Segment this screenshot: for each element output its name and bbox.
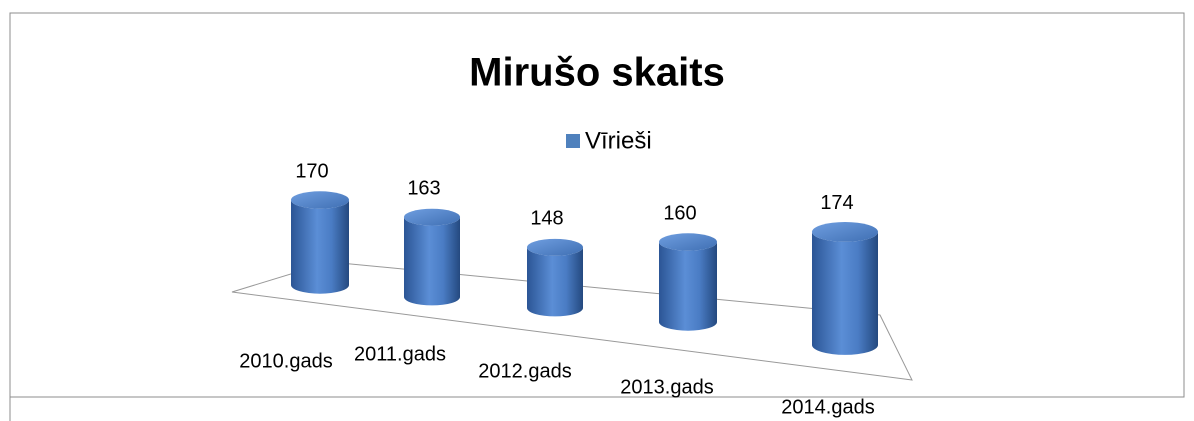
cylinder <box>659 242 717 331</box>
cylinder <box>291 200 349 294</box>
cylinder <box>812 231 878 355</box>
legend-label: Vīrieši <box>585 127 652 154</box>
cylinder <box>527 247 583 317</box>
chart-title: Mirušo skaits <box>469 51 725 95</box>
x-tick-label: 2010.gads <box>239 350 332 372</box>
cylinder-top <box>291 191 349 209</box>
legend-swatch <box>566 134 580 148</box>
data-label: 163 <box>407 177 440 199</box>
data-label: 160 <box>663 202 696 224</box>
x-tick-label: 2012.gads <box>478 360 571 382</box>
data-label: 174 <box>820 192 853 214</box>
cylinder-top <box>659 233 717 251</box>
data-label: 170 <box>295 160 328 182</box>
x-tick-label: 2013.gads <box>620 376 713 398</box>
cylinder <box>404 217 460 306</box>
cylinder-top <box>404 208 460 226</box>
data-label: 148 <box>530 208 563 230</box>
legend: Vīrieši <box>566 127 652 154</box>
cylinder-top <box>527 238 583 256</box>
x-tick-label: 2014.gads <box>781 396 874 418</box>
cylinder-top <box>812 222 878 242</box>
chart-border <box>9 12 1185 398</box>
x-tick-label: 2011.gads <box>354 343 446 365</box>
